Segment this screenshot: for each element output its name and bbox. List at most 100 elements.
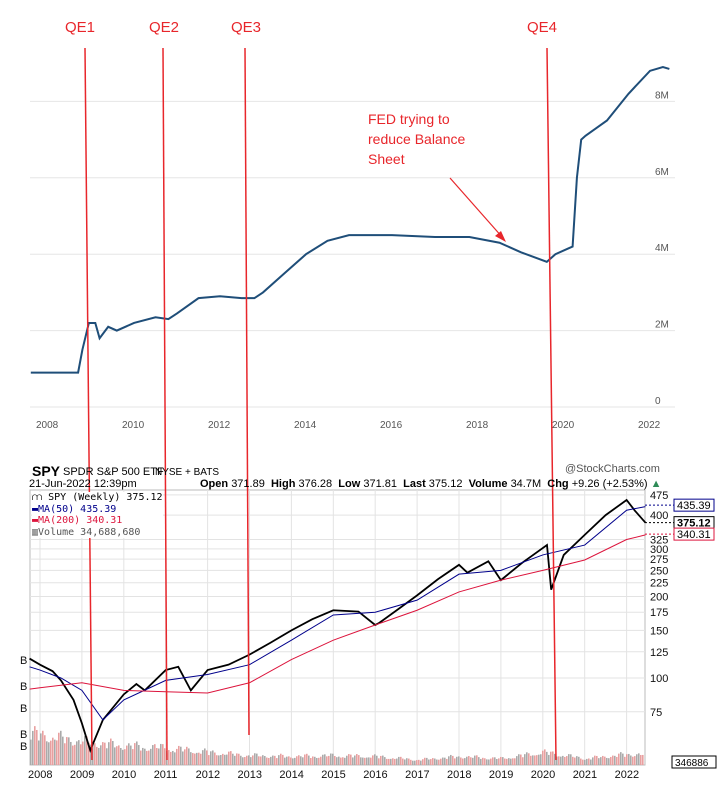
y-tick-label: 325 bbox=[650, 535, 668, 547]
volume-bar bbox=[88, 742, 90, 765]
volume-bar bbox=[620, 752, 622, 765]
volume-bar bbox=[602, 755, 604, 765]
y-tick-label: 2M bbox=[655, 320, 669, 331]
x-tick-label: 2016 bbox=[380, 420, 403, 431]
x-tick-label: 2008 bbox=[36, 420, 59, 431]
volume-bar bbox=[326, 756, 328, 765]
volume-bar bbox=[360, 757, 362, 765]
volume-bar bbox=[586, 758, 588, 765]
x-tick-label: 2019 bbox=[489, 769, 513, 781]
volume-bar bbox=[370, 757, 372, 765]
volume-bar bbox=[546, 751, 548, 765]
y-tick-label: 225 bbox=[650, 578, 668, 590]
volume-bar bbox=[624, 756, 626, 765]
volume-bar bbox=[124, 749, 126, 765]
volume-bar bbox=[384, 757, 386, 765]
volume-bar bbox=[54, 739, 56, 765]
volume-bar bbox=[340, 757, 342, 765]
volume-bar bbox=[420, 760, 422, 765]
volume-bar bbox=[534, 755, 536, 765]
volume-bar bbox=[550, 751, 552, 765]
volume-bar bbox=[128, 743, 130, 765]
volume-bar bbox=[468, 756, 470, 765]
volume-bar bbox=[318, 757, 320, 765]
volume-bar bbox=[130, 745, 132, 765]
volume-bar bbox=[530, 755, 532, 765]
volume-bar bbox=[208, 755, 210, 765]
volume-bar bbox=[578, 756, 580, 765]
volume-bar bbox=[496, 759, 498, 765]
spy-name: SPDR S&P 500 ETF bbox=[63, 466, 164, 478]
volume-bar bbox=[382, 755, 384, 765]
y-tick-label: 300 bbox=[650, 544, 668, 556]
volume-bar bbox=[470, 757, 472, 765]
volume-bar bbox=[450, 754, 452, 765]
volume-bar bbox=[484, 758, 486, 765]
price-tag-ma200 bbox=[673, 527, 715, 541]
volume-bar bbox=[248, 755, 250, 765]
x-tick-label: 2012 bbox=[196, 769, 220, 781]
volume-bar bbox=[52, 737, 54, 765]
volume-bar bbox=[44, 735, 46, 765]
annotation-text: Sheet bbox=[368, 151, 405, 167]
x-tick-label: 2018 bbox=[447, 769, 471, 781]
volume-bar bbox=[216, 755, 218, 765]
volume-bar bbox=[446, 758, 448, 765]
volume-bar bbox=[224, 754, 226, 765]
volume-bar bbox=[570, 754, 572, 765]
x-tick-label: 2010 bbox=[112, 769, 136, 781]
volume-bar bbox=[268, 757, 270, 765]
volume-bar bbox=[380, 755, 382, 765]
volume-bar bbox=[314, 756, 316, 765]
y-tick-label: 200 bbox=[650, 592, 668, 604]
volume-bar bbox=[630, 755, 632, 765]
series-spy-line bbox=[29, 498, 647, 754]
volume-bar bbox=[278, 755, 280, 765]
volume-tag-label: 346886 bbox=[675, 758, 709, 769]
volume-bar bbox=[614, 755, 616, 765]
volume-bar bbox=[158, 748, 160, 765]
volume-bar bbox=[372, 755, 374, 765]
volume-bar bbox=[510, 758, 512, 765]
spy-quote: Open 371.89 High 376.28 Low 371.81 Last … bbox=[200, 478, 662, 490]
volume-bar bbox=[636, 754, 638, 765]
price-tag-ma50 bbox=[673, 498, 715, 512]
qe-label: QE3 bbox=[231, 19, 261, 36]
stockcharts-credit: @StockCharts.com bbox=[565, 463, 660, 475]
volume-bar bbox=[242, 757, 244, 765]
volume-tag bbox=[671, 755, 717, 769]
volume-bar bbox=[568, 754, 570, 765]
volume-bar bbox=[592, 757, 594, 765]
volume-bar bbox=[458, 756, 460, 765]
volume-bar bbox=[196, 752, 198, 765]
volume-bar bbox=[374, 754, 376, 765]
volume-bar bbox=[604, 756, 606, 765]
volume-bar bbox=[258, 756, 260, 765]
volume-bar bbox=[290, 757, 292, 765]
y-tick-label: 6M bbox=[655, 167, 669, 178]
volume-bar bbox=[558, 756, 560, 765]
volume-bar bbox=[348, 754, 350, 765]
volume-bar bbox=[60, 730, 62, 765]
volume-bar bbox=[638, 753, 640, 765]
x-tick-label: 2022 bbox=[615, 769, 639, 781]
volume-bar bbox=[200, 753, 202, 765]
volume-bar bbox=[308, 755, 310, 765]
x-tick-label: 2014 bbox=[294, 420, 317, 431]
x-tick-label: 2009 bbox=[70, 769, 94, 781]
volume-bar bbox=[526, 752, 528, 765]
volume-bar bbox=[246, 755, 248, 765]
volume-bar bbox=[300, 756, 302, 765]
qe-label: QE4 bbox=[527, 19, 557, 36]
volume-bar bbox=[46, 741, 48, 765]
volume-bar bbox=[462, 758, 464, 765]
volume-bar bbox=[632, 756, 634, 765]
volume-bar bbox=[66, 737, 68, 765]
volume-bar bbox=[252, 755, 254, 765]
volume-tick-label: B bbox=[20, 729, 27, 741]
volume-bar bbox=[40, 733, 42, 765]
spy-symbol: SPY bbox=[32, 463, 61, 479]
volume-bar bbox=[184, 749, 186, 765]
qe-line bbox=[84, 47, 93, 761]
volume-bar bbox=[312, 756, 314, 765]
